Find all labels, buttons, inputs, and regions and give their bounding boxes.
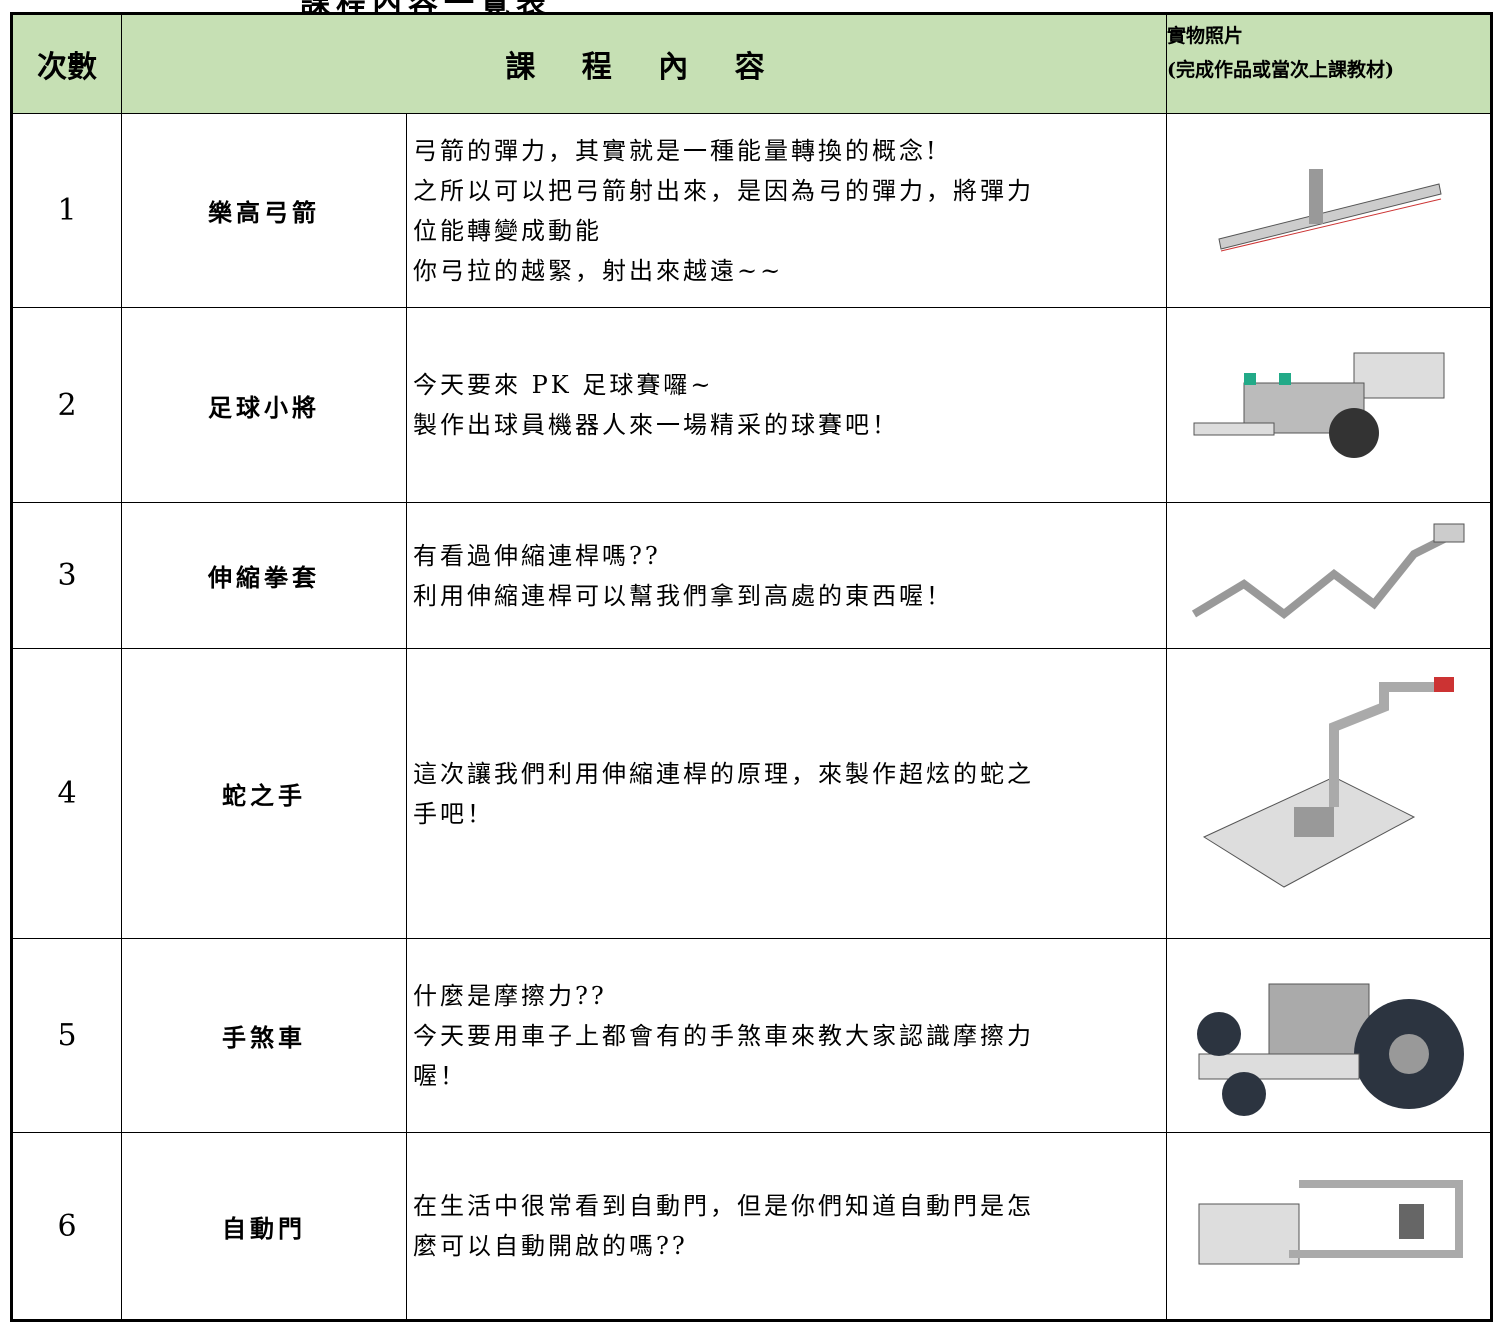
description-cell: 弓箭的彈力，其實就是一種能量轉換的概念! 之所以可以把弓箭射出來，是因為弓的彈力，… — [406, 113, 1167, 308]
photo-shape — [1198, 1203, 1299, 1265]
photo-shape — [1328, 408, 1379, 458]
description-line: 有看過伸縮連桿嗎?? — [413, 541, 661, 570]
row: 3 伸縮拳套 有看過伸縮連桿嗎?? 利用伸縮連桿可以幫我們拿到高處的東西喔！ — [11, 502, 1492, 649]
header-cell: 課 程 內 容 — [121, 13, 1167, 114]
photo-shape — [1388, 1033, 1429, 1074]
description-line: 在生活中很常看到自動門，但是你們知道自動門是怎 — [413, 1192, 1034, 1220]
row: 4 蛇之手 這次讓我們利用伸縮連桿的原理，來製作超炫的蛇之 手吧！ — [11, 648, 1492, 939]
number-cell: 1 — [11, 113, 122, 308]
header-text: (完成作品或當次上課教材) — [1167, 59, 1394, 81]
name-cell: 自動門 — [121, 1132, 407, 1321]
name-cell: 手煞車 — [121, 938, 407, 1133]
photo-shape — [1308, 168, 1323, 224]
photo-shape — [1243, 373, 1256, 385]
row: 5 手煞車 什麼是摩擦力?? 今天要用車子上都會有的手煞車來教大家認識摩擦力 喔！ — [11, 938, 1492, 1133]
name-cell: 伸縮拳套 — [121, 502, 407, 649]
photo-cell — [1166, 648, 1492, 939]
row: 2 足球小將 今天要來 PK 足球賽囉~ 製作出球員機器人來一場精采的球賽吧！ — [11, 307, 1492, 503]
photo-shape — [1288, 1180, 1463, 1258]
description-cell: 什麼是摩擦力?? 今天要用車子上都會有的手煞車來教大家認識摩擦力 喔！ — [406, 938, 1167, 1133]
photo-shape — [1217, 168, 1442, 251]
photo-shape — [1196, 983, 1464, 1116]
photo-shape — [1278, 373, 1291, 385]
header-cell: 實物照片 (完成作品或當次上課教材) — [1166, 13, 1492, 114]
name-cell: 蛇之手 — [121, 648, 407, 939]
photo-shape — [1198, 1180, 1463, 1265]
number-cell: 2 — [11, 307, 122, 503]
photo-cell — [1166, 938, 1492, 1133]
description-cell: 在生活中很常看到自動門，但是你們知道自動門是怎 麼可以自動開啟的嗎?? — [406, 1132, 1167, 1321]
description-line: 喔！ — [413, 1061, 467, 1090]
photo-shape — [1196, 1011, 1241, 1056]
description-line: 什麼是摩擦力?? — [413, 981, 607, 1010]
description-line: 手吧！ — [413, 799, 494, 828]
description-line: 今天要用車子上都會有的手煞車來教大家認識摩擦力 — [413, 1021, 1034, 1050]
description-line: 位能轉變成動能 — [413, 216, 602, 245]
number-cell: 6 — [11, 1132, 122, 1321]
photo-shape — [1202, 676, 1454, 888]
photo-shape — [1328, 681, 1444, 807]
photo-shape — [1398, 1204, 1424, 1239]
photo-cell — [1166, 502, 1492, 649]
description-line: 製作出球員機器人來一場精采的球賽吧！ — [413, 411, 899, 439]
description-cell: 這次讓我們利用伸縮連桿的原理，來製作超炫的蛇之 手吧！ — [406, 648, 1167, 939]
photo-cell — [1166, 1132, 1492, 1321]
photo-shape — [1193, 352, 1444, 458]
description-cell: 有看過伸縮連桿嗎?? 利用伸縮連桿可以幫我們拿到高處的東西喔！ — [406, 502, 1167, 649]
photo-shape — [1221, 1071, 1266, 1116]
photo-cell — [1166, 307, 1492, 503]
course-table: 次數 課 程 內 容 實物照片 (完成作品或當次上課教材) 1 樂高弓箭 弓箭的彈力，… — [10, 12, 1493, 1322]
photo-shape — [1220, 198, 1441, 251]
row: 6 自動門 在生活中很常看到自動門，但是你們知道自動門是怎 麼可以自動開啟的嗎?? — [11, 1132, 1492, 1321]
photo-shape — [1268, 983, 1369, 1054]
description-line: 這次讓我們利用伸縮連桿的原理，來製作超炫的蛇之 — [413, 759, 1034, 788]
photo-shape — [1198, 1053, 1359, 1079]
number-cell: 3 — [11, 502, 122, 649]
name-cell: 足球小將 — [121, 307, 407, 503]
header-text: 實物照片 — [1167, 25, 1244, 47]
photo-shape — [1353, 352, 1444, 399]
photo-shape — [1433, 676, 1454, 692]
photo-shape — [1293, 806, 1334, 837]
photo-shape — [1191, 523, 1464, 619]
description-line: 麼可以自動開啟的嗎?? — [413, 1232, 688, 1260]
description-line: 你弓拉的越緊，射出來越遠~~ — [413, 256, 784, 285]
name-cell: 樂高弓箭 — [121, 113, 407, 308]
photo-shape — [1433, 523, 1464, 542]
photo-shape — [1193, 422, 1274, 436]
photo-cell — [1166, 113, 1492, 308]
description-line: 今天要來 PK 足球賽囉~ — [413, 371, 714, 399]
description-line: 之所以可以把弓箭射出來，是因為弓的彈力，將彈力 — [413, 176, 1034, 205]
number-cell: 4 — [11, 648, 122, 939]
description-cell: 今天要來 PK 足球賽囉~ 製作出球員機器人來一場精采的球賽吧！ — [406, 307, 1167, 503]
photo-shape — [1217, 182, 1442, 250]
photo-shape — [1191, 529, 1456, 619]
header-cell: 次數 — [11, 13, 122, 114]
row: 1 樂高弓箭 弓箭的彈力，其實就是一種能量轉換的概念! 之所以可以把弓箭射出來，是因為… — [11, 113, 1492, 308]
description-line: 弓箭的彈力，其實就是一種能量轉換的概念! — [413, 136, 939, 165]
number-cell: 5 — [11, 938, 122, 1133]
description-line: 利用伸縮連桿可以幫我們拿到高處的東西喔！ — [413, 581, 953, 610]
